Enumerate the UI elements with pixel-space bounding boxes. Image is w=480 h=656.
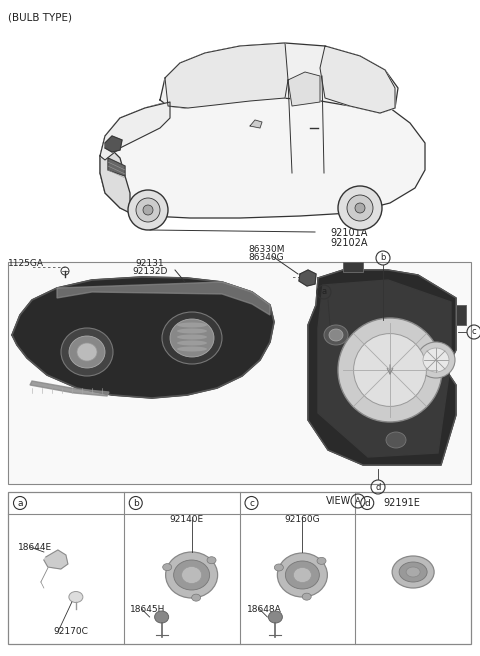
Ellipse shape	[163, 564, 172, 571]
Polygon shape	[105, 136, 122, 152]
Polygon shape	[100, 102, 170, 160]
Text: 92160G: 92160G	[285, 516, 320, 525]
Polygon shape	[343, 262, 363, 272]
Text: 92132D: 92132D	[132, 268, 168, 276]
Ellipse shape	[170, 319, 214, 357]
Polygon shape	[160, 43, 398, 113]
Ellipse shape	[392, 556, 434, 588]
Text: 92101A: 92101A	[330, 228, 367, 238]
Text: 86330M: 86330M	[248, 245, 285, 253]
Ellipse shape	[177, 346, 207, 352]
Text: a: a	[17, 499, 23, 508]
Ellipse shape	[329, 329, 343, 341]
Ellipse shape	[338, 318, 442, 422]
Polygon shape	[12, 277, 274, 398]
Ellipse shape	[61, 328, 113, 376]
Text: 1125GA: 1125GA	[8, 258, 44, 268]
Ellipse shape	[207, 557, 216, 564]
Ellipse shape	[399, 562, 427, 582]
Text: d: d	[364, 499, 370, 508]
Text: 18648A: 18648A	[247, 604, 282, 613]
Text: 18644E: 18644E	[18, 543, 52, 552]
Text: (BULB TYPE): (BULB TYPE)	[8, 12, 72, 22]
Circle shape	[128, 190, 168, 230]
Ellipse shape	[277, 553, 327, 597]
Polygon shape	[318, 280, 451, 457]
Ellipse shape	[192, 594, 201, 601]
Ellipse shape	[268, 611, 282, 623]
Ellipse shape	[324, 325, 348, 345]
Ellipse shape	[423, 348, 449, 372]
Polygon shape	[100, 146, 130, 213]
Text: 92102A: 92102A	[330, 238, 368, 248]
Circle shape	[136, 198, 160, 222]
Ellipse shape	[293, 567, 312, 583]
Ellipse shape	[417, 342, 455, 378]
Ellipse shape	[354, 334, 426, 407]
Text: d: d	[375, 483, 381, 491]
Ellipse shape	[69, 592, 83, 602]
Ellipse shape	[406, 567, 420, 577]
Ellipse shape	[177, 323, 207, 327]
Polygon shape	[250, 120, 262, 128]
Ellipse shape	[77, 343, 97, 361]
Polygon shape	[57, 282, 270, 315]
Circle shape	[338, 186, 382, 230]
Text: c: c	[249, 499, 254, 508]
Text: a: a	[322, 287, 326, 297]
Bar	[8, 492, 471, 644]
Ellipse shape	[166, 552, 217, 598]
Text: 92191E: 92191E	[383, 498, 420, 508]
Text: 92131: 92131	[136, 258, 164, 268]
Text: 92140E: 92140E	[169, 516, 204, 525]
Ellipse shape	[302, 593, 311, 600]
Polygon shape	[100, 88, 425, 218]
Polygon shape	[320, 46, 395, 113]
Ellipse shape	[177, 340, 207, 346]
Ellipse shape	[386, 432, 406, 448]
Polygon shape	[108, 158, 125, 176]
Ellipse shape	[162, 312, 222, 364]
Polygon shape	[288, 72, 320, 106]
Text: 92170C: 92170C	[54, 628, 89, 636]
Ellipse shape	[275, 564, 283, 571]
Text: c: c	[472, 327, 476, 337]
Ellipse shape	[174, 560, 210, 590]
Ellipse shape	[317, 558, 326, 564]
Polygon shape	[44, 550, 68, 569]
Text: A: A	[355, 497, 361, 506]
Ellipse shape	[155, 611, 168, 623]
Text: b: b	[380, 253, 386, 262]
Circle shape	[347, 195, 373, 221]
Text: 18645H: 18645H	[130, 604, 165, 613]
Polygon shape	[299, 270, 316, 286]
Bar	[8, 262, 471, 484]
Polygon shape	[165, 43, 288, 108]
Polygon shape	[308, 270, 456, 465]
Ellipse shape	[181, 567, 202, 583]
Ellipse shape	[286, 561, 319, 589]
Text: 86340G: 86340G	[248, 253, 284, 262]
Polygon shape	[456, 305, 466, 325]
Ellipse shape	[177, 329, 207, 333]
Text: b: b	[133, 499, 139, 508]
Ellipse shape	[177, 335, 207, 340]
Ellipse shape	[69, 336, 105, 368]
Polygon shape	[30, 381, 109, 396]
Circle shape	[143, 205, 153, 215]
Text: VIEW: VIEW	[326, 496, 351, 506]
Circle shape	[355, 203, 365, 213]
